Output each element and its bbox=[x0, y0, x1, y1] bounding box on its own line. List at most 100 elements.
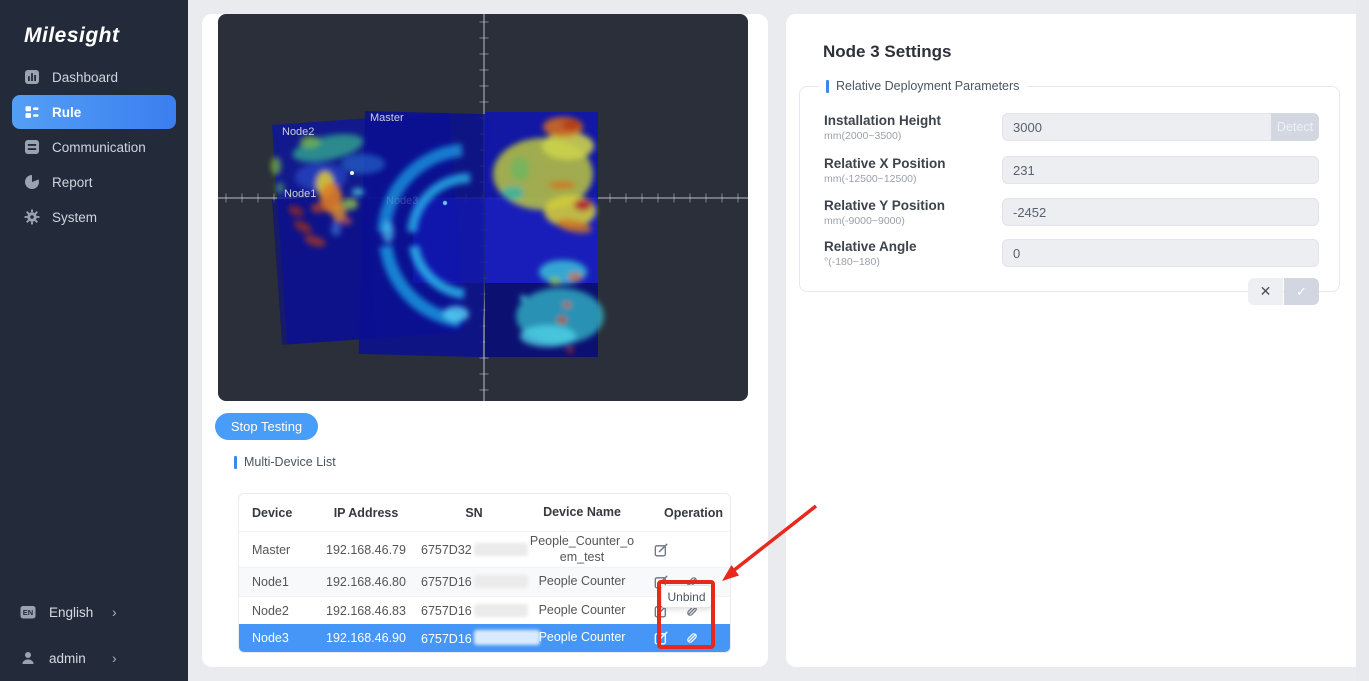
col-header-ip: IP Address bbox=[333, 505, 399, 520]
report-icon bbox=[25, 174, 39, 189]
field-range: °(-180~180) bbox=[824, 256, 880, 268]
cell-ip: 192.168.46.80 bbox=[326, 575, 406, 589]
user-menu[interactable]: admin › bbox=[20, 646, 170, 670]
sidebar-item-dashboard[interactable]: Dashboard bbox=[12, 60, 176, 94]
sidebar: Milesight Dashboard Rule Communication R… bbox=[0, 0, 188, 681]
sidebar-nav: Dashboard Rule Communication Report Syst… bbox=[0, 60, 188, 235]
deployment-parameters-group: Relative Deployment Parameters Installat… bbox=[799, 79, 1340, 292]
relative-angle-input[interactable] bbox=[1002, 239, 1319, 267]
sn-redaction bbox=[473, 542, 528, 556]
cell-device: Node2 bbox=[252, 603, 289, 618]
field-label: Relative X Position bbox=[824, 156, 946, 171]
cell-ip: 192.168.46.90 bbox=[326, 631, 406, 645]
field-range: mm(-12500~12500) bbox=[824, 173, 917, 185]
node1-label: Node1 bbox=[284, 188, 316, 200]
node-labels: Node2 Master Node1 Node3 bbox=[282, 112, 418, 207]
cell-name: People Counter bbox=[538, 630, 626, 645]
table-row-node2[interactable]: Node2 192.168.46.83 6757D16 People Count… bbox=[239, 596, 730, 624]
radar-visualization[interactable]: Node2 Master Node1 Node3 bbox=[218, 14, 748, 401]
table-row-node1[interactable]: Node1 192.168.46.80 6757D16 People Count… bbox=[239, 567, 730, 596]
user-label: admin bbox=[49, 650, 86, 666]
language-selector[interactable]: EN English › bbox=[20, 600, 170, 624]
sidebar-item-communication[interactable]: Communication bbox=[12, 130, 176, 164]
language-en-icon: EN bbox=[20, 606, 36, 619]
col-header-operation: Operation bbox=[664, 505, 724, 520]
check-icon: ✓ bbox=[1296, 283, 1307, 299]
dashboard-icon bbox=[25, 70, 39, 84]
confirm-button[interactable]: ✓ bbox=[1284, 278, 1319, 305]
col-header-sn: SN bbox=[465, 505, 483, 520]
relative-y-input[interactable] bbox=[1002, 198, 1319, 226]
section-title: Multi-Device List bbox=[244, 455, 336, 469]
cell-ip: 192.168.46.79 bbox=[326, 542, 406, 557]
cell-sn: 6757D16 bbox=[421, 603, 528, 618]
field-label: Relative Y Position bbox=[824, 198, 946, 213]
master-label: Master bbox=[370, 112, 404, 124]
node3-label: Node3 bbox=[386, 195, 418, 207]
target-dot bbox=[350, 171, 354, 175]
multi-device-list-header: Multi-Device List bbox=[234, 455, 336, 469]
field-relative-angle: Relative Angle °(-180~180) bbox=[824, 239, 1319, 268]
cell-sn: 6757D16 bbox=[421, 630, 540, 646]
sidebar-item-label: Report bbox=[52, 174, 93, 190]
sidebar-item-label: Communication bbox=[52, 139, 146, 155]
node3-settings-panel: Node 3 Settings Relative Deployment Para… bbox=[786, 14, 1369, 667]
cell-device: Master bbox=[252, 542, 291, 557]
node2-label: Node2 bbox=[282, 126, 314, 138]
sidebar-item-system[interactable]: System bbox=[12, 200, 176, 234]
relative-x-input[interactable] bbox=[1002, 156, 1319, 184]
detect-button[interactable]: Detect bbox=[1271, 113, 1319, 141]
sn-redaction bbox=[473, 630, 540, 645]
table-header-row: Device IP Address SN Device Name Operati… bbox=[239, 494, 730, 531]
form-action-buttons: ✕ ✓ bbox=[1248, 278, 1319, 305]
field-label: Installation Height bbox=[824, 113, 942, 128]
user-icon bbox=[22, 652, 34, 664]
field-label: Relative Angle bbox=[824, 239, 917, 254]
field-relative-y: Relative Y Position mm(-9000~9000) bbox=[824, 198, 1319, 227]
milesight-logo: Milesight bbox=[24, 24, 120, 47]
sidebar-item-label: System bbox=[52, 209, 98, 225]
chevron-right-icon: › bbox=[112, 604, 117, 620]
cell-name: People Counter bbox=[538, 602, 626, 617]
sidebar-item-label: Dashboard bbox=[52, 69, 119, 85]
target-dot bbox=[442, 200, 448, 206]
language-label: English bbox=[49, 604, 94, 620]
section-accent-bar bbox=[234, 455, 237, 469]
field-relative-x: Relative X Position mm(-12500~12500) bbox=[824, 156, 1319, 185]
cell-sn: 6757D32 bbox=[421, 542, 528, 557]
sn-redaction bbox=[473, 603, 528, 617]
cancel-button[interactable]: ✕ bbox=[1248, 278, 1283, 305]
unbind-tooltip: Unbind bbox=[661, 585, 712, 608]
multi-device-table: Device IP Address SN Device Name Operati… bbox=[238, 493, 731, 653]
table-row-node3-selected[interactable]: Node3 192.168.46.90 6757D16 People Count… bbox=[239, 624, 730, 652]
unbind-icon[interactable] bbox=[685, 631, 699, 645]
cell-name: People Counter bbox=[538, 574, 626, 589]
cell-operation bbox=[637, 631, 731, 645]
sidebar-item-rule[interactable]: Rule bbox=[12, 95, 176, 129]
cell-device: Node3 bbox=[252, 631, 289, 645]
sidebar-item-label: Rule bbox=[52, 104, 82, 120]
cell-ip: 192.168.46.83 bbox=[326, 603, 406, 618]
cell-sn: 6757D16 bbox=[421, 575, 528, 589]
installation-height-input[interactable] bbox=[1002, 113, 1319, 141]
heat-cluster-right bbox=[493, 117, 604, 353]
page-scrollbar[interactable] bbox=[1356, 0, 1369, 681]
stop-testing-button[interactable]: Stop Testing bbox=[215, 413, 318, 440]
svg-text:EN: EN bbox=[23, 608, 33, 617]
chevron-right-icon: › bbox=[112, 650, 117, 666]
cell-operation bbox=[637, 543, 731, 557]
field-range: mm(-9000~9000) bbox=[824, 215, 905, 227]
cell-name: People_Counter_oem_test bbox=[529, 533, 635, 564]
heat-cluster-left bbox=[271, 134, 385, 247]
col-header-device: Device bbox=[252, 505, 293, 520]
edit-icon[interactable] bbox=[654, 543, 668, 557]
rule-main-card: Node2 Master Node1 Node3 Stop Testing Mu… bbox=[202, 14, 768, 667]
edit-icon[interactable] bbox=[654, 631, 668, 645]
group-title: Relative Deployment Parameters bbox=[836, 79, 1020, 93]
field-installation-height: Installation Height mm(2000~3500) Detect bbox=[824, 113, 1319, 142]
close-icon: ✕ bbox=[1259, 283, 1272, 299]
section-accent-bar bbox=[826, 79, 829, 93]
sidebar-item-report[interactable]: Report bbox=[12, 165, 176, 199]
communication-icon bbox=[25, 140, 39, 154]
table-row-master[interactable]: Master 192.168.46.79 6757D32 People_Coun… bbox=[239, 531, 730, 567]
